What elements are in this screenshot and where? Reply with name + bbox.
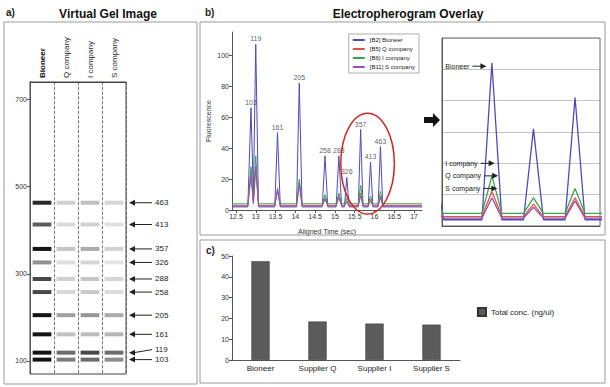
svg-text:288: 288 [333, 147, 345, 154]
svg-text:300: 300 [15, 270, 27, 277]
svg-text:0: 0 [225, 357, 229, 364]
svg-text:I company: I company [86, 41, 95, 78]
svg-text:103: 103 [245, 99, 257, 106]
svg-text:Supplier S: Supplier S [413, 364, 450, 373]
svg-text:Q company: Q company [62, 37, 71, 78]
svg-text:16.5: 16.5 [387, 213, 401, 220]
svg-text:S company: S company [445, 185, 481, 193]
svg-text:Bioneer: Bioneer [247, 364, 275, 373]
svg-text:Aligned Time (sec): Aligned Time (sec) [298, 228, 356, 235]
svg-text:103: 103 [155, 355, 169, 364]
svg-text:c): c) [206, 245, 215, 256]
svg-text:700: 700 [15, 96, 27, 103]
svg-text:40: 40 [221, 145, 229, 152]
svg-text:Q company: Q company [445, 172, 481, 180]
svg-text:Total conc. (ng/ul): Total conc. (ng/ul) [491, 308, 554, 317]
svg-text:Supplier I: Supplier I [358, 364, 392, 373]
svg-text:20: 20 [221, 315, 229, 322]
svg-text:357: 357 [155, 244, 169, 253]
svg-text:463: 463 [375, 138, 387, 145]
svg-text:357: 357 [355, 121, 367, 128]
svg-text:I company: I company [445, 160, 478, 168]
svg-text:60: 60 [221, 114, 229, 121]
svg-text:[B2] Bioneer: [B2] Bioneer [370, 37, 403, 43]
svg-text:119: 119 [250, 35, 261, 42]
svg-text:[B5] Q company: [B5] Q company [370, 46, 413, 52]
svg-text:30: 30 [221, 294, 229, 301]
svg-text:12.5: 12.5 [229, 213, 243, 220]
svg-text:Fluorescence: Fluorescence [205, 100, 212, 142]
svg-text:205: 205 [293, 74, 305, 81]
svg-text:S company: S company [110, 38, 119, 78]
svg-text:Virtual Gel Image: Virtual Gel Image [59, 7, 157, 21]
svg-text:100: 100 [217, 52, 229, 59]
svg-text:326: 326 [155, 258, 169, 267]
svg-text:258: 258 [155, 288, 169, 297]
svg-text:Bioneer: Bioneer [38, 48, 47, 78]
svg-text:0: 0 [225, 206, 229, 214]
svg-text:50: 50 [221, 253, 229, 260]
svg-text:15: 15 [331, 213, 339, 220]
svg-text:288: 288 [155, 274, 169, 283]
svg-text:463: 463 [155, 198, 169, 207]
svg-text:15.5: 15.5 [348, 213, 362, 220]
svg-text:Electropherogram Overlay: Electropherogram Overlay [333, 7, 484, 21]
svg-text:20: 20 [221, 176, 229, 183]
svg-text:161: 161 [155, 330, 169, 339]
svg-text:500: 500 [15, 183, 27, 190]
svg-text:205: 205 [155, 311, 169, 320]
svg-text:16: 16 [370, 213, 379, 220]
svg-text:326: 326 [341, 168, 353, 175]
svg-text:40: 40 [221, 273, 229, 280]
svg-text:a): a) [6, 7, 15, 18]
svg-text:161: 161 [272, 124, 284, 131]
svg-text:Bioneer: Bioneer [445, 63, 470, 70]
svg-text:413: 413 [365, 153, 377, 160]
svg-text:13.5: 13.5 [269, 213, 283, 220]
svg-text:100: 100 [15, 357, 27, 364]
svg-text:[B6] I company: [B6] I company [370, 55, 410, 61]
svg-text:17: 17 [410, 213, 418, 220]
svg-text:[B11] S company: [B11] S company [370, 64, 415, 70]
svg-text:13: 13 [252, 213, 260, 220]
svg-text:80: 80 [221, 83, 229, 90]
svg-text:Supplier Q: Supplier Q [299, 364, 337, 373]
svg-text:b): b) [205, 7, 214, 18]
svg-text:14.5: 14.5 [308, 213, 322, 220]
svg-text:413: 413 [155, 220, 169, 229]
svg-text:10: 10 [221, 336, 229, 343]
svg-text:119: 119 [155, 345, 168, 354]
svg-text:258: 258 [319, 147, 331, 154]
svg-text:14: 14 [291, 213, 299, 220]
